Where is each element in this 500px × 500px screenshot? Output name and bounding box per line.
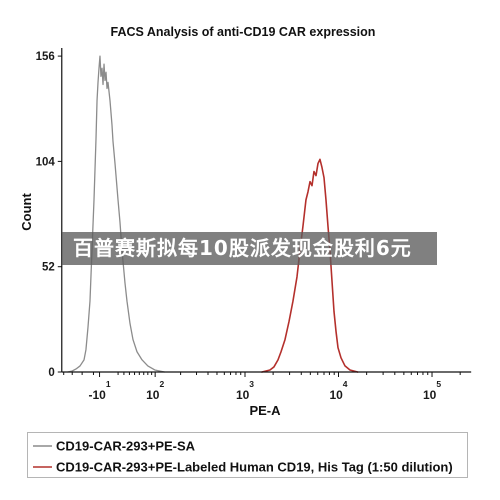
legend-label-pe-sa: CD19-CAR-293+PE-SA	[56, 439, 196, 454]
histogram-line-labeled-cd19	[261, 158, 359, 373]
y-axis-label: Count	[19, 193, 34, 231]
x-tick-label: -101	[89, 379, 111, 402]
x-tick-label-base: 10	[146, 388, 160, 402]
x-tick-label-base: 10	[423, 388, 437, 402]
y-axis-ticks: 0 52 104 156	[36, 51, 62, 379]
series-layer	[67, 55, 359, 373]
axes-layer	[61, 48, 472, 373]
x-tick-label-exponent: 5	[436, 379, 441, 389]
x-tick-label: 102	[146, 379, 164, 402]
x-tick-label-exponent: 3	[249, 379, 254, 389]
x-tick-label-base: 10	[329, 388, 343, 402]
legend: CD19-CAR-293+PE-SA CD19-CAR-293+PE-Label…	[27, 432, 468, 478]
headline-banner: 百普赛斯拟每10股派发现金股利6元	[62, 232, 437, 265]
y-tick-label: 104	[36, 156, 56, 168]
x-tick-label-exponent: 4	[343, 379, 348, 389]
x-tick-label: 103	[236, 379, 254, 402]
x-tick-label: 104	[329, 379, 347, 402]
headline-text: 百普赛斯拟每10股派发现金股利6元	[73, 236, 412, 260]
x-tick-label: 105	[423, 379, 441, 402]
x-tick-label-base: 10	[236, 388, 250, 402]
x-tick-label-base: -10	[89, 388, 107, 402]
x-tick-label-exponent: 1	[106, 379, 111, 389]
legend-label-labeled-cd19: CD19-CAR-293+PE-Labeled Human CD19, His …	[56, 460, 453, 475]
histogram-line-pe-sa	[67, 55, 166, 373]
x-axis-label: PE-A	[249, 403, 281, 418]
chart-title: FACS Analysis of anti-CD19 CAR expressio…	[111, 25, 376, 39]
legend-box	[27, 432, 468, 478]
y-tick-label: 0	[48, 367, 54, 379]
x-tick-label-exponent: 2	[159, 379, 164, 389]
y-tick-label: 156	[36, 51, 55, 63]
y-tick-label: 52	[42, 262, 55, 274]
